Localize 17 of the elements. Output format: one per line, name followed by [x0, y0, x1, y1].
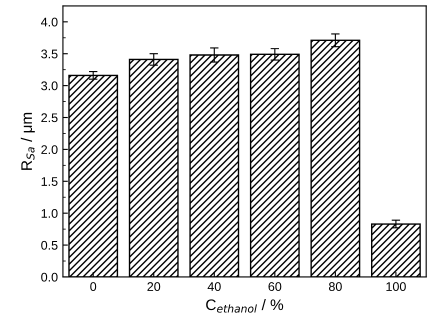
y-tick-label: 4.0 [40, 18, 58, 26]
y-tick-label: 1.5 [42, 177, 58, 186]
y-tick-label: 0.0 [41, 272, 58, 282]
x-tick-label: 0 [90, 282, 96, 292]
y-tick-label: 0.5 [41, 240, 58, 250]
y-axis-title: R$_{Sa}$ / μm [20, 112, 35, 170]
y-tick-label: 3.5 [41, 50, 58, 58]
x-tick-label: 80 [328, 282, 342, 292]
x-tick-label: 40 [208, 282, 221, 292]
y-tick-label: 1.0 [42, 208, 58, 218]
x-tick-label: 60 [268, 282, 282, 292]
y-tick-label: 3.0 [41, 81, 58, 90]
x-tick-label: 20 [147, 282, 160, 292]
y-tick-label: 2.5 [41, 113, 58, 122]
x-tick-label: 100 [386, 282, 406, 292]
y-tick-label: 2.0 [41, 145, 58, 154]
x-axis-title: C$_{ethanol}$ / % [206, 298, 284, 313]
